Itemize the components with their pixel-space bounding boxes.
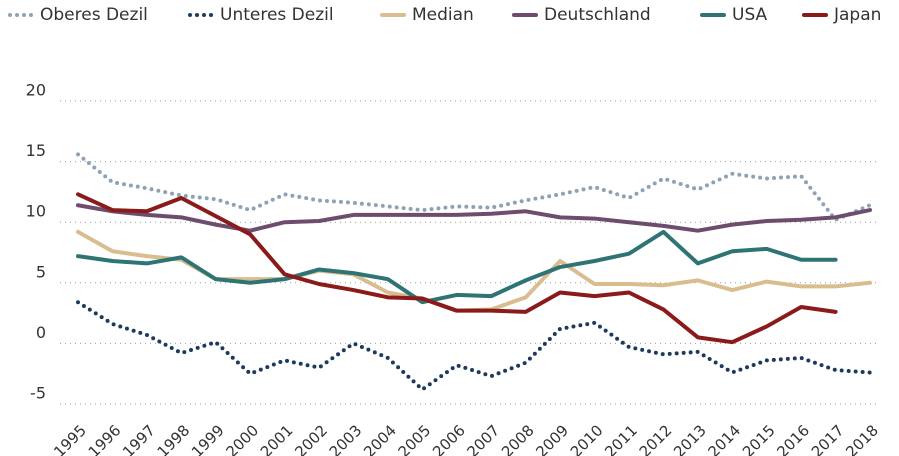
legend-label: Unteres Dezil xyxy=(220,5,334,25)
x-tick-label: 1995 xyxy=(50,421,90,456)
x-tick-label: 2012 xyxy=(636,421,676,456)
line xyxy=(76,203,872,233)
x-tick-label: 1998 xyxy=(154,421,194,456)
x-tick-label: 2014 xyxy=(705,421,745,456)
y-tick-label: 10 xyxy=(26,202,46,221)
x-tick-label: 2018 xyxy=(842,421,882,456)
legend-label: Japan xyxy=(833,5,881,25)
x-tick-label: 1997 xyxy=(119,421,159,456)
x-tick-label: 2008 xyxy=(498,421,538,456)
legend-label: USA xyxy=(732,5,768,25)
y-tick-label: 15 xyxy=(26,141,46,160)
y-tick-label: 20 xyxy=(26,81,46,100)
x-tick-label: 2016 xyxy=(773,421,813,456)
x-tick-label: 2006 xyxy=(429,421,469,456)
x-tick-label: 2001 xyxy=(257,421,297,456)
x-tick-label: 1996 xyxy=(85,421,125,456)
legend-label: Deutschland xyxy=(544,5,651,25)
y-tick-label: -5 xyxy=(30,384,46,403)
x-tick-label: 2005 xyxy=(395,421,435,456)
x-tick-label: 2013 xyxy=(670,421,710,456)
x-tick-label: 2000 xyxy=(222,421,262,456)
x-tick-label: 1999 xyxy=(188,421,228,456)
x-tick-label: 2010 xyxy=(567,421,607,456)
line xyxy=(76,300,872,392)
line xyxy=(76,229,872,313)
legend-label: Median xyxy=(412,5,474,25)
line xyxy=(76,229,838,305)
x-tick-label: 2004 xyxy=(360,421,400,456)
x-tick-label: 2017 xyxy=(808,421,848,456)
x-tick-label: 2011 xyxy=(601,421,641,456)
y-tick-label: 0 xyxy=(36,323,46,342)
x-tick-label: 2009 xyxy=(532,421,572,456)
line xyxy=(76,152,872,222)
legend-label: Oberes Dezil xyxy=(40,5,148,25)
x-tick-label: 2007 xyxy=(463,421,503,456)
x-tick-label: 2002 xyxy=(291,421,331,456)
x-tick-label: 2003 xyxy=(326,421,366,456)
y-tick-label: 5 xyxy=(36,262,46,281)
line xyxy=(76,192,838,345)
x-tick-label: 2015 xyxy=(739,421,779,456)
